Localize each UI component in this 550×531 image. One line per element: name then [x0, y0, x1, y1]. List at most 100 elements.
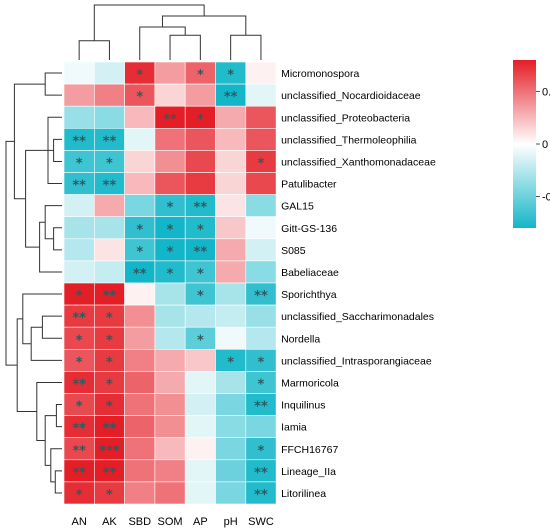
heatmap-cell [124, 105, 156, 129]
significance-marker: * [167, 245, 174, 260]
row-dendrogram-branch [50, 448, 62, 483]
significance-marker: *** [99, 444, 120, 459]
heatmap-cell [94, 61, 125, 85]
column-dendrogram-branch [230, 34, 262, 60]
heatmap-cell [124, 459, 156, 483]
row-dendrogram-branch [13, 83, 46, 200]
column-dendrogram [78, 4, 262, 60]
significance-marker: * [258, 444, 265, 459]
row-label: GAL15 [281, 201, 314, 213]
row-label: Patulibacter [281, 179, 337, 191]
row-label: unclassified_Saccharimonadales [281, 311, 434, 323]
significance-marker: * [227, 355, 234, 370]
heatmap-cell [154, 348, 186, 372]
heatmap-cell [215, 105, 247, 129]
column-label: AN [72, 516, 87, 528]
row-dendrogram-branch [36, 381, 62, 441]
significance-marker: ** [72, 134, 86, 149]
heatmap-cell [245, 260, 277, 284]
column-dendrogram-branch [169, 34, 201, 60]
row-labels: Micromonospora unclassified_Nocardioidace… [281, 68, 436, 500]
significance-marker: * [227, 68, 234, 83]
heatmap-cell [154, 371, 186, 394]
heatmap-cell [184, 304, 216, 328]
row-label: FFCH16767 [281, 444, 338, 456]
row-dendrogram-branch [53, 138, 62, 162]
row-label: Babeliaceae [281, 267, 339, 279]
heatmap-cell [215, 194, 247, 218]
significance-marker: * [106, 333, 113, 348]
row-label: Lineage_IIa [281, 466, 336, 478]
row-dendrogram-branch [44, 72, 62, 96]
heatmap-grid [63, 61, 277, 505]
significance-marker: * [197, 289, 204, 304]
row-label: Inquilinus [281, 400, 325, 412]
heatmap-cell [245, 216, 277, 240]
row-label: unclassified_Xanthomonadaceae [281, 156, 436, 168]
column-dendrogram-branch [93, 4, 205, 41]
row-label: Marmoricola [281, 377, 339, 389]
significance-marker: ** [254, 488, 268, 503]
heatmap-cell [245, 238, 277, 262]
heatmap-cell [94, 105, 125, 129]
significance-marker: * [76, 156, 83, 171]
column-dendrogram-branch [139, 26, 186, 60]
heatmap-cell [124, 172, 156, 195]
row-label: unclassified_Thermoleophilia [281, 134, 417, 146]
significance-marker: * [106, 156, 113, 171]
heatmap-cell [215, 216, 247, 240]
column-label: AP [193, 516, 208, 528]
legend-tick-label: 0.5 [542, 87, 550, 99]
heatmap-cell [215, 150, 247, 173]
heatmap-cell [94, 194, 125, 218]
significance-marker: ** [224, 90, 238, 105]
row-dendrogram-branch [5, 140, 18, 366]
heatmap-cell [245, 304, 277, 328]
significance-marker: * [106, 488, 113, 503]
significance-marker: * [197, 68, 204, 83]
significance-marker: ** [72, 444, 86, 459]
significance-marker: * [197, 223, 204, 238]
heatmap-cell [124, 282, 156, 306]
heatmap-cell [124, 371, 156, 394]
heatmap-cell [245, 172, 277, 195]
heatmap-cell [154, 415, 186, 439]
significance-marker: * [76, 400, 83, 415]
significance-marker: ** [72, 311, 86, 326]
significance-marker: * [258, 377, 265, 392]
significance-marker: * [106, 377, 113, 392]
significance-marker: ** [163, 112, 177, 127]
row-label: Nordella [281, 333, 320, 345]
significance-marker: * [197, 112, 204, 127]
heatmap-cell [184, 481, 216, 505]
row-dendrogram-branch [53, 227, 62, 251]
row-dendrogram-branch [16, 318, 37, 412]
column-label: AK [102, 516, 117, 528]
significance-marker: ** [72, 179, 86, 194]
column-label: SBD [128, 516, 151, 528]
row-label: Litorilinea [281, 488, 326, 500]
heatmap-cell [124, 326, 156, 350]
heatmap-cell [154, 326, 186, 350]
heatmap-cell [154, 172, 186, 195]
color-legend: 0.5 0 -0.5 [513, 60, 550, 228]
heatmap-cell [154, 459, 186, 483]
heatmap-cell [245, 61, 277, 85]
color-legend-ticks: 0.5 0 -0.5 [536, 87, 550, 204]
row-label: Gitt-GS-136 [281, 223, 337, 235]
heatmap-cell [215, 238, 247, 262]
significance-marker: ** [194, 245, 208, 260]
heatmap-cell [124, 481, 156, 505]
heatmap-cell [245, 415, 277, 439]
heatmap-cell [245, 326, 277, 350]
significance-marker: * [76, 355, 83, 370]
legend-tick-label: -0.5 [542, 192, 550, 204]
significance-marker: * [258, 156, 265, 171]
significance-marker: * [136, 90, 143, 105]
heatmap-cell [154, 83, 186, 107]
heatmap-cell [215, 172, 247, 195]
heatmap-cell [245, 481, 277, 505]
row-dendrogram-branch [55, 404, 62, 428]
heatmap-cell [215, 393, 247, 416]
significance-marker: ** [254, 400, 268, 415]
